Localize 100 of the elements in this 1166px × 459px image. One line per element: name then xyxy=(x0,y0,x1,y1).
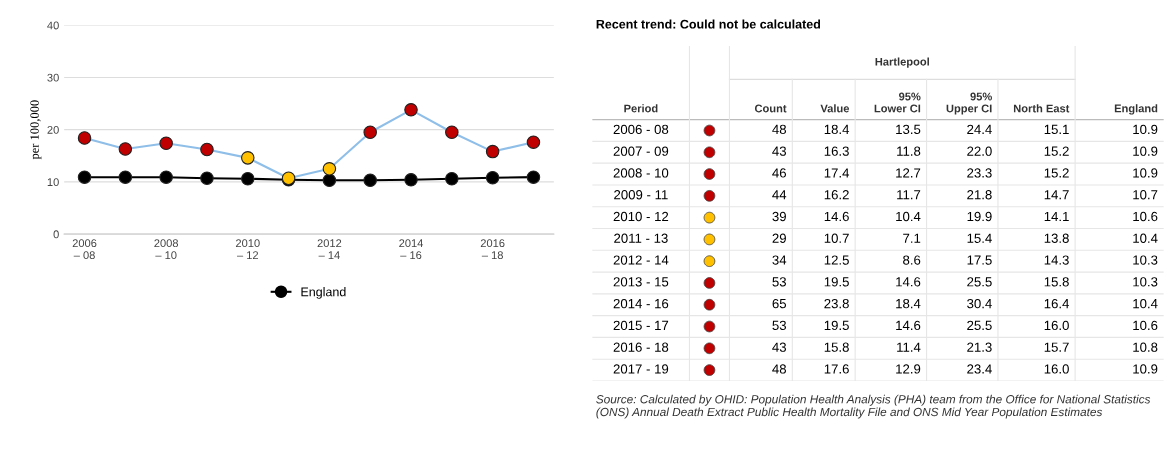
legend-label: England xyxy=(301,287,346,299)
y-tick-label: 10 xyxy=(47,178,59,187)
text: 14.6 xyxy=(896,320,921,331)
text: 16.3 xyxy=(824,146,849,156)
text: 53 xyxy=(772,320,787,331)
text: 48 xyxy=(772,124,787,135)
text: 10.7 xyxy=(1133,190,1158,200)
category-label: 2008 - 10 xyxy=(613,168,669,178)
text: 39 xyxy=(772,211,786,222)
text: 17.6 xyxy=(824,364,849,374)
text: 30.4 xyxy=(967,298,992,309)
text: 7.1 xyxy=(903,233,921,243)
text: 23.8 xyxy=(824,298,849,309)
text: 10.9 xyxy=(1133,364,1158,374)
category-label: 2011 - 13 xyxy=(614,233,668,243)
text: 15.7 xyxy=(1044,342,1069,352)
category-label: 2015 - 17 xyxy=(613,320,669,331)
text: 12.5 xyxy=(824,255,849,265)
text: 53 xyxy=(772,277,787,287)
text: 10.4 xyxy=(896,211,921,222)
category-label: 2012 - 14 xyxy=(613,255,669,265)
text: 17.4 xyxy=(824,168,850,178)
category-label: Value xyxy=(820,104,850,113)
text: 10.8 xyxy=(1133,342,1158,352)
text: 44 xyxy=(772,190,787,200)
category-label: 2006 - 08 xyxy=(613,124,669,135)
text: 43 xyxy=(772,342,787,352)
text: 14.6 xyxy=(824,211,849,222)
text: 13.5 xyxy=(896,124,921,135)
text: 16.0 xyxy=(1044,320,1069,331)
y-tick-label: 30 xyxy=(47,73,59,82)
category-label: Period xyxy=(624,104,658,113)
text: 23.3 xyxy=(967,168,992,178)
x-tick-label: 2016 – 18 xyxy=(480,239,505,260)
text: 19.9 xyxy=(967,211,992,222)
text: 14.1 xyxy=(1044,211,1069,222)
category-label: 2017 - 19 xyxy=(613,364,669,374)
text: 15.8 xyxy=(824,342,849,352)
text: 10.4 xyxy=(1133,298,1158,309)
x-tick-label: 2008 – 10 xyxy=(154,239,179,260)
text: 18.4 xyxy=(824,124,850,135)
category-label: 2016 - 18 xyxy=(613,342,669,352)
text: 21.3 xyxy=(967,342,992,352)
category-label: England xyxy=(1114,104,1158,115)
category-label: 95% Lower CI xyxy=(874,92,921,113)
text: 65 xyxy=(772,298,787,309)
x-tick-label: 2014 – 16 xyxy=(399,239,424,260)
text: 15.2 xyxy=(1044,168,1069,178)
text: 43 xyxy=(772,146,787,156)
text: 18.4 xyxy=(896,298,921,309)
category-label: 95% Upper CI xyxy=(946,92,992,115)
y-tick-label: 20 xyxy=(47,125,59,134)
text: 24.4 xyxy=(967,124,992,134)
text: 13.8 xyxy=(1044,233,1069,243)
text: Hartlepool xyxy=(875,57,929,68)
y-tick-label: 0 xyxy=(53,230,59,239)
category-label: Count xyxy=(754,104,787,113)
text: 10.9 xyxy=(1133,168,1158,178)
text: Recent trend: Could not be calculated xyxy=(596,19,821,29)
text: 25.5 xyxy=(967,320,992,331)
text: 10.3 xyxy=(1133,255,1158,265)
category-label: 2010 - 12 xyxy=(613,211,669,222)
text: 11.7 xyxy=(897,190,921,200)
text: 34 xyxy=(772,255,787,265)
text: 46 xyxy=(772,168,787,178)
text: 21.8 xyxy=(967,190,992,200)
text: 29 xyxy=(772,233,786,243)
text: 17.5 xyxy=(967,255,992,265)
text: 15.4 xyxy=(967,233,992,243)
text: 22.0 xyxy=(967,146,992,156)
text: 16.0 xyxy=(1044,364,1069,374)
text: 11.4 xyxy=(897,342,921,352)
text: 12.7 xyxy=(896,168,921,178)
y-tick-label: 40 xyxy=(47,21,59,30)
text: 15.2 xyxy=(1044,146,1069,156)
x-tick-label: 2006 – 08 xyxy=(72,239,97,260)
text: 19.5 xyxy=(824,277,849,287)
text: 10.4 xyxy=(1133,233,1158,243)
text: 10.9 xyxy=(1133,146,1158,156)
text: 11.8 xyxy=(897,146,921,156)
text: 10.3 xyxy=(1133,277,1158,287)
category-label: 2007 - 09 xyxy=(613,146,669,156)
text: 25.5 xyxy=(967,277,992,287)
text: 8.6 xyxy=(903,255,921,265)
category-label: North East xyxy=(1013,104,1070,113)
text: 15.1 xyxy=(1044,124,1069,135)
text: 14.7 xyxy=(1044,190,1069,200)
text: 12.9 xyxy=(896,364,921,374)
text: 14.3 xyxy=(1044,255,1069,265)
x-tick-label: 2010 – 12 xyxy=(235,239,260,259)
text: 10.9 xyxy=(1133,124,1158,135)
text: 14.6 xyxy=(896,277,921,287)
x-tick-label: 2012 – 14 xyxy=(317,239,342,259)
source-note: Source: Calculated by OHID: Population Health Analysis (PHA) team from the Office for National Statistics (ONS) Annual Death Extract Public Health Mortality File and ONS Mid Year Population Estimates xyxy=(596,394,1151,419)
category-label: 2009 - 11 xyxy=(614,190,668,200)
text: 16.2 xyxy=(824,190,849,200)
y-axis-title: per 100,000 xyxy=(30,100,42,160)
text: 10.6 xyxy=(1133,211,1158,222)
text: 10.6 xyxy=(1133,320,1158,331)
text: 15.8 xyxy=(1044,277,1069,287)
